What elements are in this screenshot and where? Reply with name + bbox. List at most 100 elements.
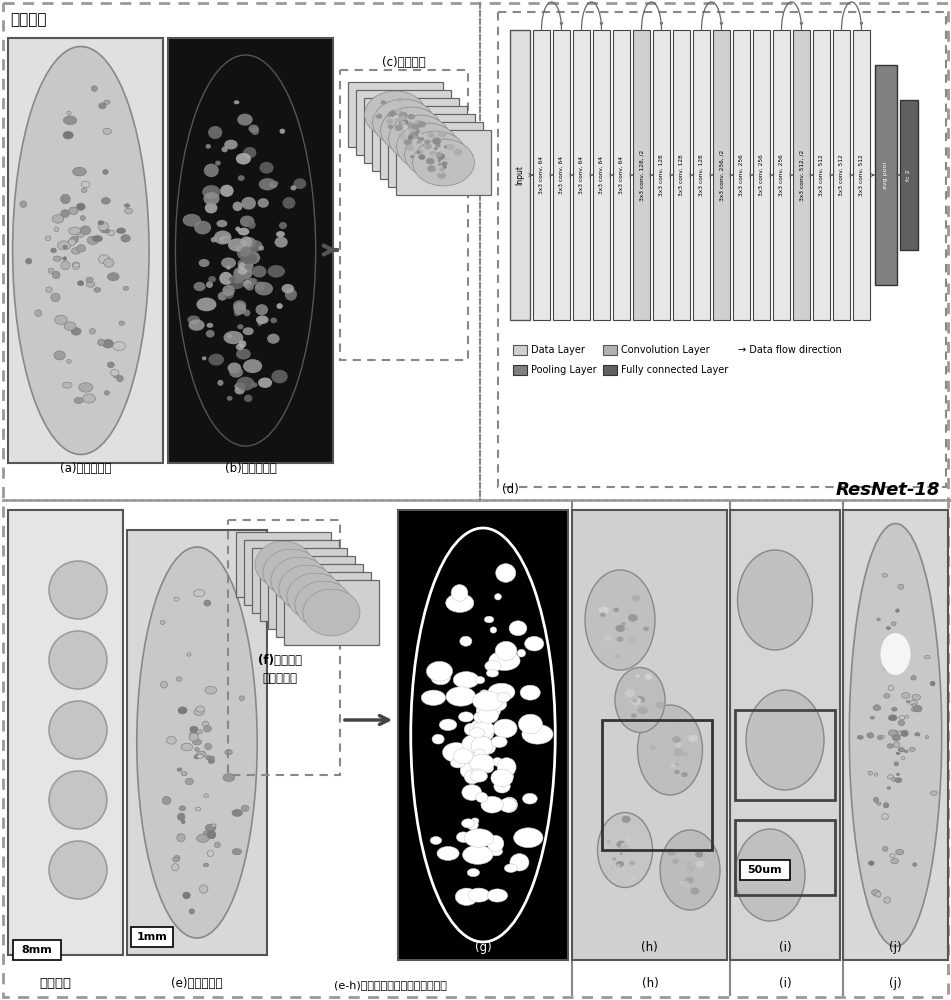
Ellipse shape [267,265,285,278]
Ellipse shape [277,303,282,309]
Ellipse shape [208,758,215,764]
Ellipse shape [912,704,917,707]
Ellipse shape [243,309,250,316]
Ellipse shape [394,118,398,122]
Ellipse shape [226,265,231,270]
Ellipse shape [475,676,485,684]
Ellipse shape [107,362,114,368]
Ellipse shape [585,570,655,670]
Ellipse shape [256,304,268,315]
Ellipse shape [685,877,693,884]
Text: 3x3 conv, 64: 3x3 conv, 64 [539,156,544,194]
Ellipse shape [174,597,179,601]
Ellipse shape [616,636,624,642]
Ellipse shape [91,86,97,91]
Ellipse shape [897,773,900,776]
Ellipse shape [174,855,180,861]
Ellipse shape [92,236,103,242]
Ellipse shape [612,857,616,861]
Ellipse shape [474,745,486,753]
Ellipse shape [495,641,517,660]
Text: 50um: 50um [747,865,783,875]
Ellipse shape [870,716,875,719]
Ellipse shape [444,167,449,171]
Text: 3x3 conv, 128: 3x3 conv, 128 [679,154,684,196]
Ellipse shape [54,227,59,232]
Ellipse shape [218,292,227,301]
Ellipse shape [416,137,421,141]
Ellipse shape [294,178,306,189]
Ellipse shape [896,849,903,855]
Ellipse shape [881,633,910,675]
Bar [773,30,790,320]
Ellipse shape [67,111,71,115]
Ellipse shape [196,706,204,712]
Ellipse shape [471,736,493,756]
Ellipse shape [426,158,435,165]
Ellipse shape [231,274,244,283]
Bar [510,30,530,320]
Ellipse shape [72,262,80,269]
Ellipse shape [461,819,475,828]
Ellipse shape [53,256,62,261]
Text: ResNet-18: ResNet-18 [836,481,940,499]
Ellipse shape [439,167,445,171]
Ellipse shape [211,237,217,242]
Text: 3x3 conv, 512: 3x3 conv, 512 [819,154,824,196]
Ellipse shape [619,852,623,855]
Ellipse shape [87,236,98,245]
Ellipse shape [470,768,480,777]
Ellipse shape [462,785,481,800]
Ellipse shape [86,277,93,283]
Ellipse shape [437,158,443,162]
Ellipse shape [63,257,67,260]
Ellipse shape [173,857,179,862]
Ellipse shape [637,705,703,795]
Ellipse shape [223,285,235,296]
Text: 3x3 conv, 256: 3x3 conv, 256 [759,154,764,196]
Text: 3x3 conv, 512: 3x3 conv, 512 [859,154,864,196]
Ellipse shape [494,779,511,793]
Ellipse shape [435,153,438,156]
Ellipse shape [250,278,258,285]
Text: (f)滑动窗取: (f)滑动窗取 [258,654,302,666]
Ellipse shape [915,733,920,736]
Ellipse shape [63,382,72,388]
Ellipse shape [404,131,466,178]
Ellipse shape [737,550,812,650]
Ellipse shape [64,116,77,125]
Ellipse shape [413,139,475,186]
Ellipse shape [867,733,874,738]
Ellipse shape [71,328,81,335]
Ellipse shape [57,241,71,250]
Text: (g): (g) [475,942,492,954]
Ellipse shape [205,330,215,338]
Ellipse shape [403,139,412,145]
Ellipse shape [119,321,125,325]
Ellipse shape [627,637,635,643]
Ellipse shape [424,144,431,149]
Ellipse shape [389,111,396,116]
Ellipse shape [110,370,119,376]
Bar [244,540,339,605]
Ellipse shape [735,829,805,921]
Ellipse shape [635,674,640,677]
Ellipse shape [202,356,206,360]
Ellipse shape [615,625,625,632]
Ellipse shape [399,121,404,125]
Ellipse shape [883,803,889,808]
Ellipse shape [911,708,917,711]
Bar [603,365,617,375]
Ellipse shape [520,685,540,700]
Ellipse shape [188,319,204,331]
Ellipse shape [615,861,624,867]
Ellipse shape [408,114,415,120]
Ellipse shape [438,131,447,137]
Ellipse shape [223,238,231,244]
Ellipse shape [181,743,193,751]
Ellipse shape [514,828,543,848]
Ellipse shape [676,743,682,747]
Text: 3x3 conv, 512: 3x3 conv, 512 [839,154,844,196]
Ellipse shape [481,693,491,702]
Ellipse shape [430,168,438,174]
